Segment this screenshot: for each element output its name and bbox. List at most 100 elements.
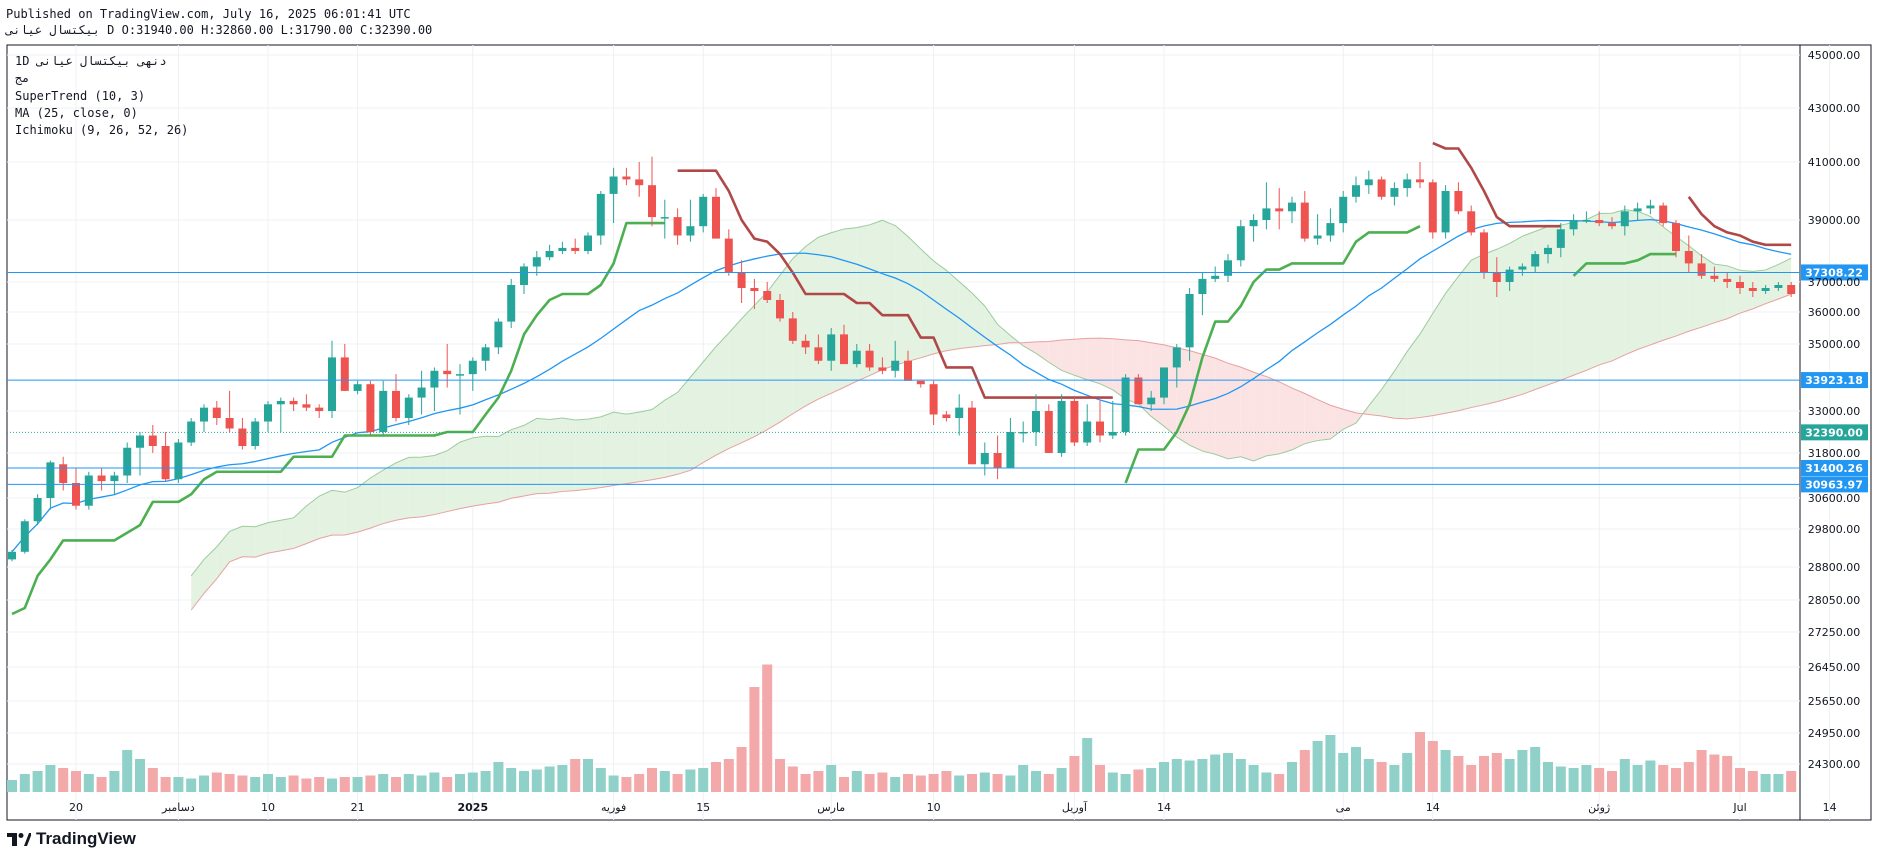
volume-bar	[903, 774, 913, 792]
volume-bar	[698, 768, 709, 792]
volume-bar	[45, 765, 56, 792]
candle-body	[1134, 377, 1143, 405]
time-tick-label: می	[1336, 801, 1351, 814]
candle-body	[276, 400, 285, 405]
header-interval: D	[107, 23, 115, 37]
candle-body	[200, 407, 208, 422]
cloud-segment	[1740, 270, 1753, 314]
volume-bar	[365, 775, 376, 792]
volume-bar	[1517, 750, 1528, 792]
volume-bar	[685, 769, 696, 792]
candle-body	[404, 397, 413, 418]
candle-body	[1710, 275, 1719, 279]
candle-body	[1057, 400, 1066, 453]
candle-body	[622, 176, 631, 180]
volume-bar	[455, 774, 465, 792]
time-tick-label: 14	[1157, 801, 1171, 814]
volume-bar	[1530, 747, 1541, 792]
candle-body	[1198, 278, 1207, 294]
tradingview-logo[interactable]: TradingView	[7, 829, 136, 849]
volume-bar	[1120, 774, 1131, 792]
candle-body	[264, 404, 272, 422]
cloud-segment	[536, 418, 550, 494]
candle-body	[72, 483, 80, 506]
cloud-segment	[728, 318, 742, 449]
legend-ma[interactable]: MA (25, close, 0)	[15, 106, 138, 120]
volume-bar	[813, 771, 824, 792]
volume-bar	[403, 774, 414, 792]
volume-bar	[531, 769, 542, 792]
volume-bar	[1274, 774, 1285, 792]
volume-bar	[787, 766, 798, 792]
candle-body	[1326, 223, 1335, 236]
cloud-segment	[639, 409, 652, 482]
volume-bar	[288, 775, 299, 792]
candle-body	[468, 360, 477, 375]
cloud-segment	[908, 236, 921, 362]
volume-bar	[1632, 765, 1643, 792]
cloud-segment	[1407, 334, 1420, 419]
volume-bar	[1491, 753, 1502, 792]
volume-bar	[1056, 768, 1067, 792]
supertrend	[11, 141, 1792, 616]
candle-body	[174, 442, 183, 480]
volume-bar	[442, 777, 453, 792]
volume-bar	[506, 768, 517, 792]
candle-body	[1300, 202, 1309, 239]
volume-bar	[672, 774, 683, 792]
candle-body	[1723, 278, 1732, 282]
time-tick-label: ژوئن	[1588, 801, 1610, 814]
candle-body	[993, 453, 1002, 468]
candle-body	[366, 384, 375, 432]
cloud-segment	[1420, 313, 1433, 418]
cloud-segment	[549, 418, 563, 494]
candle-body	[1544, 247, 1552, 255]
hline-label: 33923.18	[1805, 374, 1863, 387]
horizontal-lines: 37308.22 33923.18 31400.26 30963.97	[7, 264, 1868, 493]
volume-bar	[749, 687, 760, 792]
volume-bar	[1645, 760, 1656, 792]
candle-body	[520, 266, 528, 285]
volume-bar	[1031, 771, 1041, 792]
ma-line	[11, 219, 1792, 553]
cloud-segment	[1228, 363, 1241, 459]
last-price-label-bg	[1801, 424, 1868, 441]
hline-label-bg	[1801, 476, 1868, 493]
cloud-segment	[677, 377, 691, 475]
candle-body	[660, 217, 669, 219]
candle-body	[763, 291, 772, 300]
cloud-segment	[741, 305, 755, 443]
candle-body	[1172, 347, 1181, 368]
cloud-segment	[1560, 222, 1574, 381]
legend-symbol[interactable]: 1D دنهی بیکتسال عیانی	[15, 54, 167, 68]
price-tick-label: 24300.00	[1808, 758, 1861, 771]
candle-body	[1108, 432, 1117, 436]
ichimoku-cloud	[190, 209, 1792, 611]
legend-ichimoku[interactable]: Ichimoku (9, 26, 52, 26)	[15, 123, 189, 137]
candle-body	[1147, 397, 1156, 405]
candle-body	[1211, 275, 1220, 279]
volume-bar	[1440, 750, 1451, 792]
hline-label: 37308.22	[1805, 266, 1863, 279]
legend-supertrend[interactable]: SuperTrend (10, 3)	[15, 89, 146, 103]
candle-body	[212, 407, 221, 418]
candle-body	[302, 404, 311, 408]
cloud-segment	[396, 457, 409, 521]
volume-bar	[711, 762, 721, 792]
volume-bar	[736, 747, 747, 792]
time-tick-label: 2025	[457, 801, 488, 814]
cloud-segment	[690, 361, 704, 471]
time-axis-labels: 20 دسامبر 10 21 2025 فوریه 15 مارس 10 آوریل 14 می 14…	[69, 800, 1837, 814]
volume-bar	[1223, 753, 1233, 792]
candle-body	[481, 347, 490, 361]
cloud-segment	[447, 442, 460, 512]
price-tick-label: 26450.00	[1808, 661, 1861, 674]
candle-body	[1262, 208, 1271, 220]
volume-bar	[762, 664, 773, 792]
cloud-segment	[1381, 371, 1395, 419]
candle-body	[456, 374, 464, 376]
candle-body	[251, 421, 260, 446]
candle-body	[392, 390, 400, 418]
volume-bar	[71, 771, 81, 792]
